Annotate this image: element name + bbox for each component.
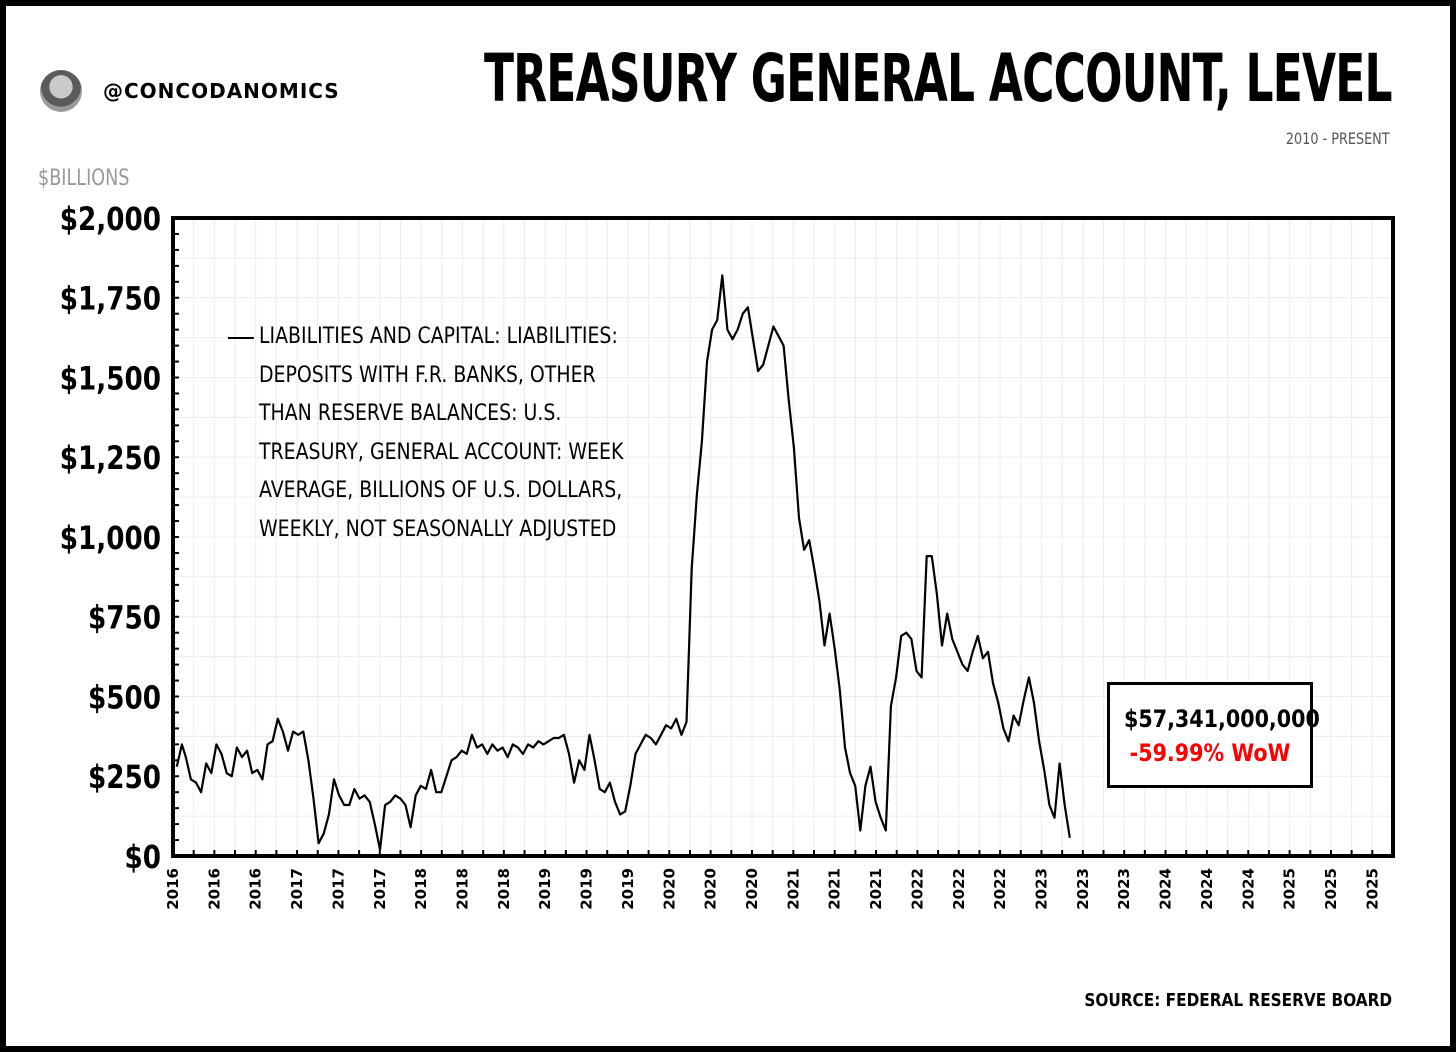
latest-value-callout: $57,341,000,000 -59.99% WoW — [1107, 682, 1320, 788]
y-tick-label: $2,000 — [60, 200, 161, 237]
x-tick-label: 2025 — [1281, 868, 1299, 910]
x-tick-label: 2020 — [702, 868, 720, 910]
chart-subtitle: 2010 - PRESENT — [1286, 129, 1390, 148]
week-over-week-change: -59.99% WoW — [1129, 739, 1291, 767]
x-tick-label: 2023 — [1074, 868, 1092, 910]
y-tick-label: $1,750 — [60, 280, 161, 317]
x-tick-label: 2016 — [205, 868, 223, 910]
x-tick-label: 2025 — [1322, 868, 1340, 910]
y-tick-label: $500 — [88, 679, 161, 716]
x-tick-label: 2017 — [288, 868, 306, 910]
x-tick-label: 2021 — [867, 868, 885, 910]
x-tick-label: 2023 — [1032, 868, 1050, 910]
x-tick-label: 2023 — [1115, 868, 1133, 910]
x-tick-label: 2022 — [950, 868, 968, 910]
legend-line-swatch — [228, 337, 254, 339]
x-tick-label: 2024 — [1239, 868, 1257, 910]
author-handle: @CONCODANOMICS — [103, 79, 340, 103]
source-note: SOURCE: FEDERAL RESERVE BOARD — [1084, 990, 1392, 1011]
x-tick-label: 2021 — [826, 868, 844, 910]
x-tick-label: 2020 — [660, 868, 678, 910]
x-tick-label: 2025 — [1363, 868, 1381, 910]
y-tick-label: $1,500 — [60, 360, 161, 397]
y-tick-label: $1,250 — [60, 440, 161, 477]
legend: LIABILITIES AND CAPITAL: LIABILITIES: DE… — [228, 318, 632, 549]
x-tick-label: 2019 — [536, 868, 554, 910]
legend-label: LIABILITIES AND CAPITAL: LIABILITIES: DE… — [258, 324, 624, 542]
x-tick-label: 2019 — [578, 868, 596, 910]
x-tick-label: 2016 — [164, 868, 182, 910]
x-tick-label: 2022 — [991, 868, 1009, 910]
x-tick-label: 2017 — [329, 868, 347, 910]
y-tick-label: $750 — [88, 599, 161, 636]
y-tick-label: $250 — [88, 759, 161, 796]
y-axis-unit-label: $BILLIONS — [38, 166, 130, 191]
y-axis: $0 $250 $500 $750 $1,000 $1,250 $1,500 $1,750 $2… — [60, 200, 179, 876]
y-tick-label: $0 — [124, 838, 161, 875]
avatar — [40, 70, 82, 112]
x-tick-label: 2022 — [908, 868, 926, 910]
latest-value: $57,341,000,000 — [1124, 705, 1320, 733]
x-tick-label: 2024 — [1198, 868, 1216, 910]
x-tick-label: 2021 — [784, 868, 802, 910]
x-tick-label: 2019 — [619, 868, 637, 910]
tga-series-line — [175, 274, 1071, 851]
x-axis: 2016 2016 2016 2017 2017 2017 2018 2018 2018 2019… — [164, 850, 1394, 910]
chart-title: TREASURY GENERAL ACCOUNT, LEVEL — [484, 40, 1393, 117]
x-tick-label: 2020 — [743, 868, 761, 910]
y-tick-label: $1,000 — [60, 519, 161, 556]
x-tick-label: 2018 — [453, 868, 471, 910]
x-tick-label: 2016 — [247, 868, 265, 910]
x-tick-label: 2018 — [412, 868, 430, 910]
x-tick-label: 2018 — [495, 868, 513, 910]
x-tick-label: 2017 — [371, 868, 389, 910]
x-tick-label: 2024 — [1157, 868, 1175, 910]
